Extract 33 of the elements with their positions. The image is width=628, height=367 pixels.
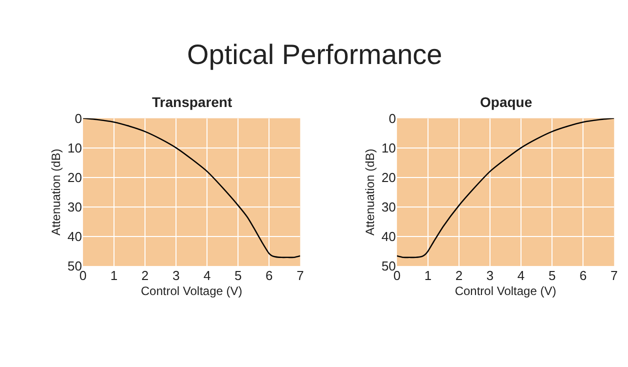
x-tick-label: 3 xyxy=(486,268,494,283)
x-tick-label: 6 xyxy=(579,268,587,283)
x-tick-label: 2 xyxy=(141,268,149,283)
y-axis-title: Attenuation (dB) xyxy=(362,148,377,236)
y-tick-label: 0 xyxy=(388,110,396,126)
x-tick-label: 6 xyxy=(266,268,273,283)
x-tick-label: 7 xyxy=(610,268,618,283)
y-tick-label: 20 xyxy=(68,170,82,185)
text: Optical Performance xyxy=(187,39,442,70)
chart-title: Transparent xyxy=(152,94,232,110)
x-tick-label: 5 xyxy=(548,268,556,283)
y-tick-label: 40 xyxy=(68,228,82,244)
x-tick-label: 2 xyxy=(455,268,463,283)
y-axis-title: Attenuation (dB) xyxy=(48,148,63,236)
y-tick-label: 10 xyxy=(381,140,396,156)
x-tick-label: 7 xyxy=(296,268,304,283)
x-axis-title: Control Voltage (V) xyxy=(140,284,242,298)
y-tick-label: 10 xyxy=(68,140,82,156)
x-tick-label: 5 xyxy=(234,268,242,283)
line-series xyxy=(82,118,300,258)
y-tick-label: 20 xyxy=(381,170,396,185)
x-tick-label: 1 xyxy=(424,268,432,283)
x-axis-title: Control Voltage (V) xyxy=(454,284,556,298)
chart-title: Opaque xyxy=(480,94,532,110)
x-tick-label: 1 xyxy=(110,268,118,283)
y-tick-label: 30 xyxy=(68,199,82,214)
x-tick-label: 4 xyxy=(517,268,525,283)
x-tick-label: 4 xyxy=(203,268,211,283)
y-tick-label: 30 xyxy=(381,199,396,214)
line-series xyxy=(396,118,614,258)
x-tick-label: 3 xyxy=(172,268,180,283)
y-tick-label: 40 xyxy=(381,228,396,244)
y-tick-label: 0 xyxy=(74,110,82,126)
